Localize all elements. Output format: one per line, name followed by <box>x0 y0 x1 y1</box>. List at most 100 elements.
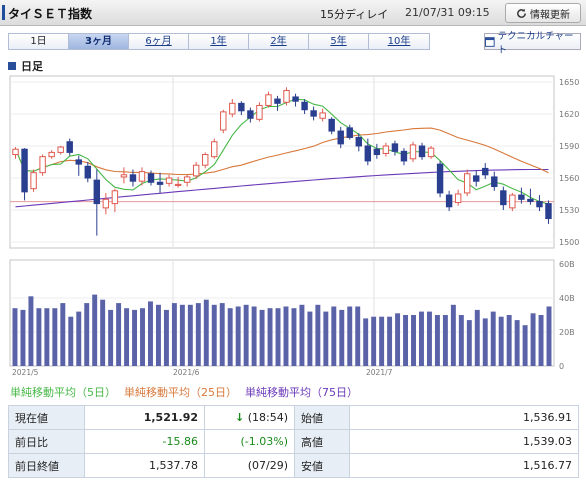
candle-down <box>545 203 552 220</box>
candle-down <box>391 143 399 152</box>
chart-legend: 単純移動平均（5日） 単純移動平均（25日） 単純移動平均（75日） <box>10 384 358 400</box>
candle-down <box>500 190 507 206</box>
prev-close-label: 前日終値 <box>8 453 85 478</box>
candle-down <box>274 98 281 104</box>
candle-down <box>75 159 82 165</box>
candle-up <box>174 183 182 186</box>
y-tick-label: 1500 <box>559 238 579 247</box>
volume-bar <box>155 304 161 366</box>
volume-bar <box>187 304 193 366</box>
candle-up <box>183 176 191 183</box>
volume-bar <box>108 309 114 366</box>
chart-window-icon <box>485 36 495 47</box>
volume-bar <box>92 294 98 366</box>
candle-up <box>427 147 435 158</box>
ma75-line <box>15 168 549 208</box>
candle-down <box>247 110 254 119</box>
down-arrow-icon: ↓ <box>234 411 245 424</box>
candle-down <box>373 148 381 156</box>
volume-bar <box>482 318 488 366</box>
volume-bar <box>530 313 536 366</box>
candle-down <box>491 176 498 188</box>
candle-down <box>310 110 317 117</box>
low-value: 1,516.77 <box>349 453 579 478</box>
tab-3m[interactable]: 3ヶ月 <box>69 34 129 49</box>
refresh-icon <box>517 8 526 18</box>
volume-tick-label: 20B <box>559 328 575 337</box>
volume-bar <box>243 304 249 366</box>
legend-ma75: 単純移動平均（75日） <box>245 386 358 399</box>
volume-bar <box>20 309 26 366</box>
volume-bar <box>251 306 257 366</box>
candle-down <box>156 181 164 185</box>
technical-chart-link[interactable]: テクニカルチャート <box>484 31 581 56</box>
volume-bar <box>363 318 369 366</box>
volume-bar <box>68 316 74 366</box>
volume-bar <box>28 296 34 366</box>
ma25-line <box>14 127 549 176</box>
volume-bar <box>76 311 82 366</box>
volume-bar <box>442 315 448 366</box>
volume-bars <box>12 294 552 366</box>
y-tick-label: 1590 <box>559 142 579 151</box>
candle-down <box>346 127 353 138</box>
volume-bar <box>323 311 329 366</box>
candle-down <box>66 141 73 153</box>
quote-row-current: 現在値 1,521.92 ↓ (18:54) 始値 1,536.91 <box>8 405 579 430</box>
candle-up <box>211 141 218 158</box>
volume-bar <box>100 299 106 366</box>
candle-up <box>48 151 55 158</box>
quote-table: 現在値 1,521.92 ↓ (18:54) 始値 1,536.91 前日比 -… <box>8 405 579 478</box>
y-tick-label: 1560 <box>559 174 579 183</box>
volume-bar <box>538 315 544 366</box>
volume-bar <box>331 306 337 366</box>
candle-up <box>57 146 64 153</box>
candle-down <box>418 145 426 158</box>
candle-down <box>84 165 91 179</box>
tab-1y[interactable]: 1年 <box>189 34 249 49</box>
volume-tick-label: 60B <box>559 260 575 269</box>
change-value: -15.86 <box>84 429 205 454</box>
volume-bar <box>219 303 225 366</box>
prev-close-value: 1,537.78 <box>84 453 205 478</box>
period-tabs: 1日 3ヶ月 6ヶ月 1年 2年 5年 10年 <box>8 33 430 50</box>
header-bar: タイＳＥＴ指数 15分ディレイ 21/07/31 09:15 情報更新 <box>0 0 586 26</box>
tab-2y[interactable]: 2年 <box>249 34 309 49</box>
price-panel <box>9 75 555 249</box>
tab-10y[interactable]: 10年 <box>369 34 429 49</box>
prev-close-date: (07/29) <box>204 453 295 478</box>
candle-down <box>147 173 155 183</box>
candle-down <box>355 136 362 147</box>
refresh-button[interactable]: 情報更新 <box>505 3 581 23</box>
volume-bar <box>403 315 409 366</box>
volume-bar <box>179 304 185 366</box>
volume-bar <box>458 315 464 366</box>
candle-up <box>39 156 46 174</box>
volume-bar <box>411 315 416 366</box>
candle-up <box>165 177 173 184</box>
candle-up <box>111 190 119 205</box>
tab-6m[interactable]: 6ヶ月 <box>129 34 189 49</box>
change-percent: (-1.03%) <box>204 429 295 454</box>
candle-down <box>518 194 525 200</box>
volume-bar <box>426 311 432 366</box>
tab-5y[interactable]: 5年 <box>309 34 369 49</box>
current-value: 1,521.92 <box>84 405 205 430</box>
volume-bar <box>60 303 66 366</box>
tab-1d[interactable]: 1日 <box>9 34 69 49</box>
volume-bar <box>339 309 345 366</box>
section-heading: 日足 <box>8 58 43 74</box>
candles <box>12 87 552 236</box>
candle-down <box>473 175 480 182</box>
volume-bar <box>171 303 177 366</box>
y-tick-label: 1620 <box>559 110 579 119</box>
volume-bar <box>498 316 504 366</box>
volume-bar <box>211 304 217 366</box>
chart-svg: 1650 1620 1590 1560 1530 1500 60B 40B 20B 0 2021… <box>9 75 579 377</box>
volume-bar <box>522 325 528 366</box>
current-time: (18:54) <box>247 411 288 424</box>
volume-bar <box>434 315 440 366</box>
volume-bar <box>259 309 265 366</box>
x-tick-label: 2021/6 <box>173 368 200 376</box>
volume-bar <box>315 304 321 366</box>
